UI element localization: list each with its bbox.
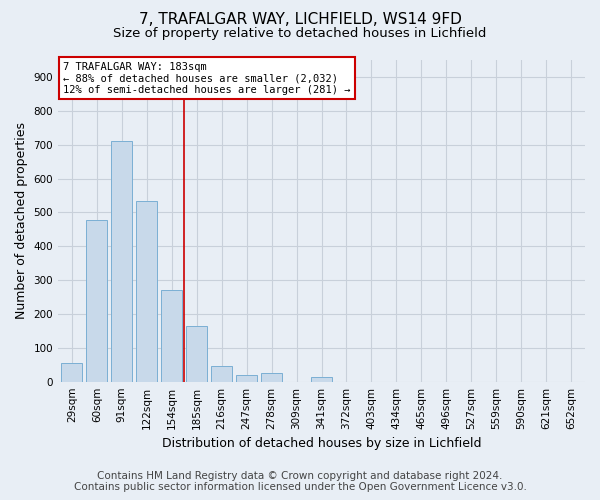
X-axis label: Distribution of detached houses by size in Lichfield: Distribution of detached houses by size …: [162, 437, 481, 450]
Bar: [236, 375, 257, 382]
Text: Contains HM Land Registry data © Crown copyright and database right 2024.
Contai: Contains HM Land Registry data © Crown c…: [74, 471, 526, 492]
Text: Size of property relative to detached houses in Lichfield: Size of property relative to detached ho…: [113, 28, 487, 40]
Bar: [211, 366, 232, 382]
Text: 7 TRAFALGAR WAY: 183sqm
← 88% of detached houses are smaller (2,032)
12% of semi: 7 TRAFALGAR WAY: 183sqm ← 88% of detache…: [64, 62, 351, 95]
Bar: [261, 373, 282, 382]
Bar: [86, 220, 107, 382]
Bar: [161, 290, 182, 382]
Y-axis label: Number of detached properties: Number of detached properties: [15, 122, 28, 320]
Text: 7, TRAFALGAR WAY, LICHFIELD, WS14 9FD: 7, TRAFALGAR WAY, LICHFIELD, WS14 9FD: [139, 12, 461, 28]
Bar: [61, 363, 82, 382]
Bar: [311, 376, 332, 382]
Bar: [186, 326, 207, 382]
Bar: [111, 142, 133, 382]
Bar: [136, 200, 157, 382]
